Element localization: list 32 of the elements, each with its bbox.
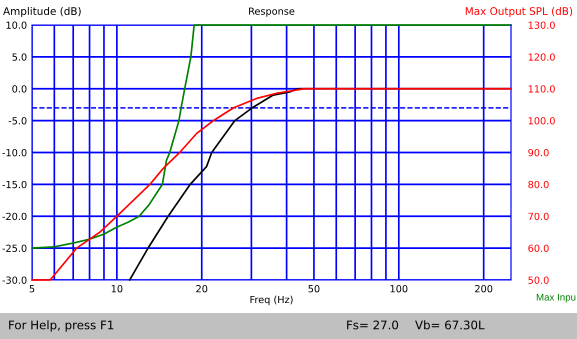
x-axis-title: Freq (Hz) [250,296,293,306]
y-tick-label: -10.0 [2,148,26,156]
x-tick-label: 20 [196,285,208,292]
y-tick-label: -15.0 [2,180,26,188]
y-axis-title: Amplitude (dB) [3,6,81,18]
y-tick-label: -5.0 [8,117,26,124]
y-tick-label: 5.0 [12,53,26,61]
text: Vb= 67.30L [415,320,485,330]
y2-tick-label: 90.0 [528,148,549,156]
x-tick-label: 5 [30,285,34,292]
y-tick-label: -30.0 [2,276,26,284]
y2-tick-label: 120.0 [528,53,555,61]
y2-axis-title: Max Output SPL (dB) [466,6,572,18]
x-tick-label: 100 [390,285,408,292]
y2-tick-label: 110.0 [528,85,555,93]
text: Fs= 27.0 [347,320,398,330]
x-tick-label: 10 [112,285,122,292]
y2-tick-label: 50.0 [528,276,549,284]
x-tick-label: 50 [308,285,320,292]
text: For Help, press F1 [9,320,114,332]
y2-tick-label: 60.0 [528,244,549,252]
y2-tick-label: 130.0 [528,21,555,29]
y-tick-label: 10.0 [6,21,26,29]
chart-title: Response [249,8,294,17]
y2-tick-label: 70.0 [528,212,549,220]
text: Max Inpu [536,294,576,303]
x-tick-label: 200 [475,285,492,292]
y-tick-label: 0.0 [12,85,26,93]
y2-tick-label: 100.0 [528,117,555,124]
y2-tick-label: 80.0 [528,180,549,188]
y-tick-label: -25.0 [2,244,26,252]
y-tick-label: -20.0 [2,212,26,220]
